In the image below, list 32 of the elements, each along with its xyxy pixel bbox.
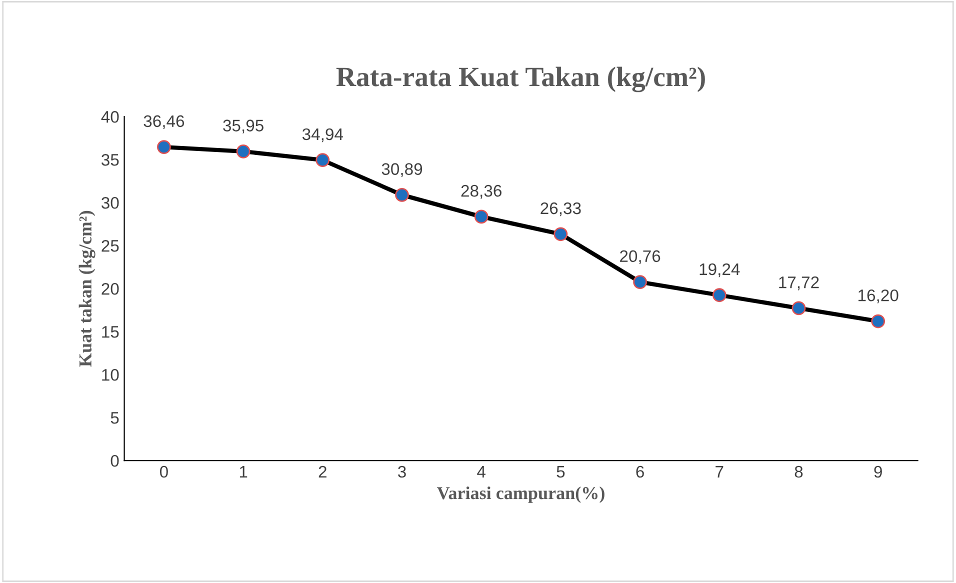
data-label: 26,33 (540, 202, 581, 216)
x-tick-label: 5 (556, 466, 565, 478)
data-label: 34,94 (302, 128, 344, 142)
y-tick-label: 40 (101, 111, 119, 123)
y-tick-label: 10 (102, 368, 119, 381)
x-tick-label: 7 (716, 466, 724, 478)
data-label: 30,89 (382, 163, 422, 177)
data-label: 28,36 (461, 184, 502, 199)
x-tick-label: 0 (160, 466, 168, 478)
y-tick-label: 0 (110, 454, 119, 467)
chart-title: Rata-rata Kuat Takan (kg/cm²) (336, 66, 705, 92)
data-label: 17,72 (779, 276, 819, 290)
x-tick-label: 8 (794, 466, 803, 478)
x-tick-label: 9 (874, 466, 882, 478)
x-tick-label: 3 (398, 466, 406, 478)
y-tick-label: 15 (102, 326, 119, 338)
data-label: 20,76 (620, 250, 660, 264)
y-tick-label: 20 (102, 282, 119, 295)
x-axis-title: Variasi campuran(%) (437, 486, 604, 503)
y-tick-label: 30 (102, 196, 119, 209)
x-tick-label: 4 (477, 466, 486, 478)
y-tick-label: 5 (110, 412, 119, 424)
data-label: 35,95 (223, 120, 264, 134)
x-tick-label: 1 (240, 466, 248, 478)
y-tick-label: 35 (102, 154, 119, 166)
data-label: 36,46 (144, 115, 184, 130)
y-tick-label: 25 (102, 240, 119, 252)
x-tick-label: 6 (636, 466, 644, 478)
x-tick-label: 2 (318, 466, 326, 478)
data-label: 16,20 (858, 290, 898, 304)
data-label: 19,24 (700, 263, 740, 278)
y-axis-title: Kuat takan (kg/cm²) (78, 210, 96, 367)
